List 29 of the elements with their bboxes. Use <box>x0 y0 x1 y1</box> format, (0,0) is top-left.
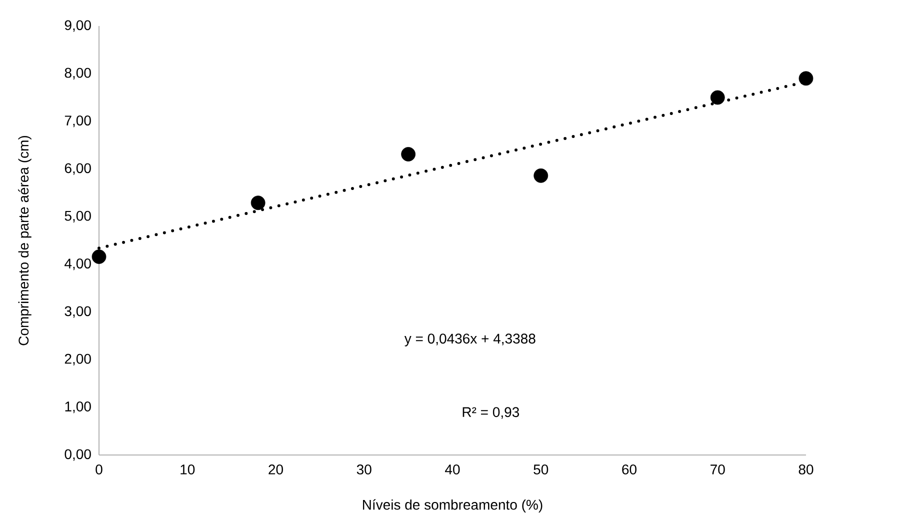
x-tick-label: 40 <box>445 464 460 474</box>
y-tick-label: 3,00 <box>64 306 91 318</box>
annotation: R² = 0,93 <box>462 407 520 419</box>
point <box>534 168 548 183</box>
x-tick-label: 10 <box>180 464 195 474</box>
y-tick-label: 4,00 <box>64 258 91 270</box>
y-tick-label: 6,00 <box>64 163 91 175</box>
x-tick-label: 50 <box>534 464 548 474</box>
y-tick-label: 0,00 <box>64 449 91 461</box>
point <box>401 147 416 162</box>
y-axis-title: Comprimento de parte aérea (cm) <box>18 136 32 346</box>
annotation: y = 0,0436x + 4,3388 <box>404 334 536 346</box>
point <box>710 90 725 105</box>
y-tick-label: 8,00 <box>64 68 91 80</box>
point <box>250 196 266 210</box>
x-tick-label: 80 <box>798 464 814 474</box>
point <box>798 71 814 86</box>
x-axis-title: Níveis de sombreamento (%) <box>363 499 542 513</box>
y-tick-label: 1,00 <box>65 402 91 414</box>
x-tick-label: 0 <box>96 464 102 474</box>
x-tick-label: 30 <box>356 464 372 474</box>
y-tick-label: 7,00 <box>64 116 91 128</box>
y-tick-label: 5,00 <box>64 210 91 222</box>
x-tick-label: 60 <box>622 464 636 474</box>
y-tick-label: 9,00 <box>64 20 91 32</box>
y-tick-label: 2,00 <box>64 354 91 366</box>
point <box>92 250 106 264</box>
x-tick-label: 70 <box>710 464 725 474</box>
x-tick-label: 20 <box>268 464 283 474</box>
